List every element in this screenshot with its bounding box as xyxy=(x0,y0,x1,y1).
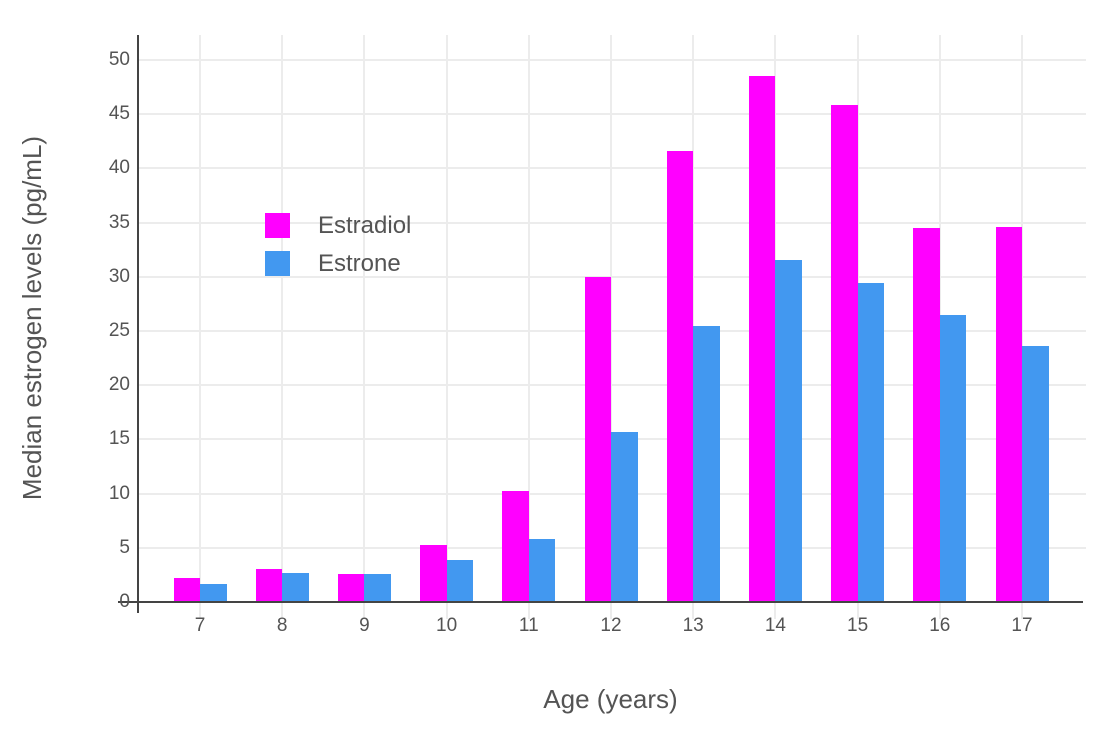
x-tick-label-12: 12 xyxy=(600,615,622,636)
y-gridline-40 xyxy=(138,167,1086,170)
x-tick-label-11: 11 xyxy=(518,615,539,636)
legend-label-estradiol: Estradiol xyxy=(318,212,412,239)
x-tickmark-11 xyxy=(527,603,530,619)
y-gridline-45 xyxy=(138,113,1086,116)
bar-estradiol-age-14[interactable] xyxy=(748,76,776,602)
x-tick-label-10: 10 xyxy=(436,615,458,636)
estradiol-swatch-icon xyxy=(265,213,290,238)
y-tick-label-5: 5 xyxy=(119,536,130,558)
y-gridline-30 xyxy=(138,275,1086,278)
y-gridline-50 xyxy=(138,58,1086,61)
x-gridline-8 xyxy=(281,35,284,602)
y-tick-label-0: 0 xyxy=(119,591,130,612)
y-tick-label-50: 50 xyxy=(108,48,130,70)
x-gridline-9 xyxy=(363,35,366,602)
y-gridline-20 xyxy=(138,384,1086,387)
y-gridline-35 xyxy=(138,221,1086,224)
x-tick-label-17: 17 xyxy=(1011,615,1033,636)
bar-estrone-age-7[interactable] xyxy=(200,583,227,602)
x-tick-label-15: 15 xyxy=(847,615,869,636)
legend-label-estrone: Estrone xyxy=(318,250,401,277)
bar-estradiol-age-9[interactable] xyxy=(337,573,365,602)
bar-estradiol-age-8[interactable] xyxy=(255,569,283,602)
bar-estradiol-age-13[interactable] xyxy=(666,151,694,602)
bar-estrone-age-13[interactable] xyxy=(693,325,720,602)
x-tickmark-13 xyxy=(692,603,695,619)
bar-estrone-age-16[interactable] xyxy=(939,314,967,602)
x-tickmark-8 xyxy=(281,603,284,619)
y-tick-label-40: 40 xyxy=(108,157,130,179)
y-tick-label-20: 20 xyxy=(108,374,130,396)
x-gridline-13 xyxy=(692,35,695,602)
bar-estradiol-age-16[interactable] xyxy=(913,227,940,602)
x-gridline-12 xyxy=(610,35,612,602)
y-tick-label-25: 25 xyxy=(108,319,130,341)
y-gridline-25 xyxy=(138,329,1086,332)
bar-estrone-age-15[interactable] xyxy=(857,283,885,602)
y-tick-label-30: 30 xyxy=(108,265,130,287)
y-tick-label-10: 10 xyxy=(108,482,130,504)
x-tick-label-7: 7 xyxy=(194,615,206,636)
bar-estradiol-age-17[interactable] xyxy=(995,226,1022,602)
legend-item-estrone[interactable]: Estrone xyxy=(265,251,411,276)
x-tickmark-10 xyxy=(445,603,448,619)
x-axis-title: Age (years) xyxy=(543,684,678,714)
bar-estrone-age-10[interactable] xyxy=(446,559,474,602)
bar-estradiol-age-11[interactable] xyxy=(502,491,529,602)
x-tickmark-17 xyxy=(1021,603,1023,619)
bar-estrone-age-11[interactable] xyxy=(528,539,556,602)
x-gridline-7 xyxy=(199,35,201,602)
legend: Estradiol Estrone xyxy=(265,213,411,289)
legend-item-estradiol[interactable]: Estradiol xyxy=(265,213,411,238)
bar-estradiol-age-12[interactable] xyxy=(584,276,611,602)
x-tick-label-13: 13 xyxy=(682,615,704,636)
x-gridline-10 xyxy=(445,35,448,602)
x-gridline-17 xyxy=(1021,35,1023,602)
y-tick-label-45: 45 xyxy=(108,103,130,125)
x-gridline-11 xyxy=(527,35,530,602)
x-tick-label-8: 8 xyxy=(276,615,288,636)
bar-estrone-age-14[interactable] xyxy=(775,260,802,602)
x-tickmark-9 xyxy=(363,603,366,619)
bar-estrone-age-9[interactable] xyxy=(364,573,391,602)
estrone-swatch-icon xyxy=(265,251,290,276)
x-tickmark-12 xyxy=(610,603,612,619)
bar-estrone-age-12[interactable] xyxy=(611,431,638,602)
x-tickmark-15 xyxy=(856,603,859,619)
y-tick-label-15: 15 xyxy=(108,428,130,450)
plot-area xyxy=(138,35,1086,619)
y-axis-line xyxy=(137,35,139,613)
bar-estrone-age-17[interactable] xyxy=(1022,346,1049,602)
bar-estradiol-age-10[interactable] xyxy=(420,544,447,602)
bar-estradiol-age-7[interactable] xyxy=(173,578,200,602)
y-tick-label-35: 35 xyxy=(108,211,130,233)
x-tickmark-7 xyxy=(199,603,201,619)
x-tick-label-16: 16 xyxy=(929,615,951,636)
x-tick-label-9: 9 xyxy=(359,615,370,636)
x-tick-label-14: 14 xyxy=(764,615,786,636)
x-axis-line xyxy=(118,601,1083,603)
x-tickmark-16 xyxy=(938,603,941,619)
bar-estradiol-age-15[interactable] xyxy=(831,105,858,602)
bar-estrone-age-8[interactable] xyxy=(282,572,309,602)
x-tickmark-14 xyxy=(774,603,777,619)
